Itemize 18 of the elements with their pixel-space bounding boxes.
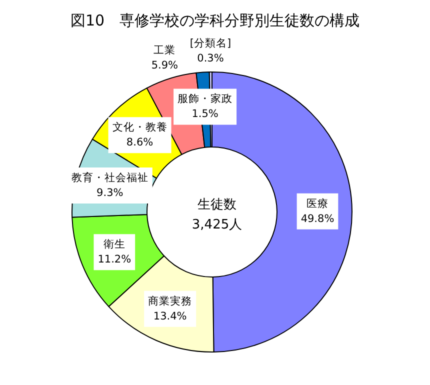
slice-label: [分類名] xyxy=(190,38,232,50)
data-label: 1.5% xyxy=(192,108,218,120)
data-label: 49.8% xyxy=(300,212,334,225)
data-label: 0.3% xyxy=(197,52,224,65)
slice-label: 衛生 xyxy=(103,238,126,251)
slice-label: 商業実務 xyxy=(148,294,192,308)
data-label: 9.3% xyxy=(96,186,124,199)
data-label: 11.2% xyxy=(98,254,132,266)
data-label: 8.6% xyxy=(126,136,154,149)
slice-label: 工業 xyxy=(154,44,176,57)
chart-title: 図10 専修学校の学科分野別生徒数の構成 xyxy=(70,12,360,30)
text: 生徒数 3,425人 xyxy=(192,198,242,232)
slice-label: 服飾・家政 xyxy=(178,92,233,106)
data-label: 13.4% xyxy=(153,310,187,322)
slice-label: 医療 xyxy=(306,196,328,210)
slice-label: 文化・教養 xyxy=(112,120,168,134)
data-label: 5.9% xyxy=(151,60,178,72)
slice-label: 教育・社会福祉 xyxy=(71,170,148,184)
